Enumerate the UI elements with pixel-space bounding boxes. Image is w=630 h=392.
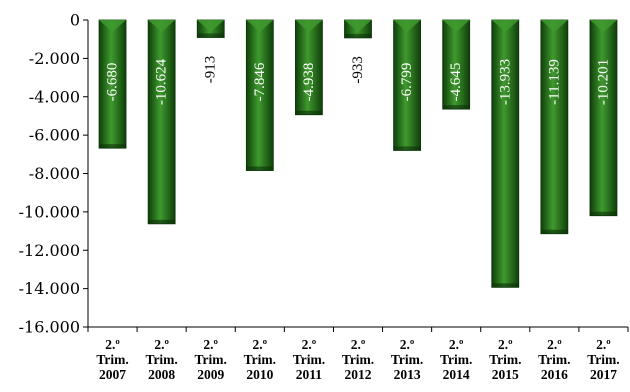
x-tick-label: Trim.	[391, 352, 423, 367]
x-tick-label: 2.º	[449, 337, 464, 352]
y-tick-label: 0	[70, 11, 80, 30]
data-label: -4.645	[448, 63, 464, 102]
x-tick-label: 2017	[590, 367, 617, 382]
x-tick-label: 2008	[148, 367, 175, 382]
data-label: -7.846	[252, 62, 268, 101]
x-tick-label: Trim.	[96, 352, 128, 367]
x-tick-label: Trim.	[587, 352, 619, 367]
data-label: -10.624	[154, 58, 170, 105]
x-tick-label: 2.º	[105, 337, 120, 352]
bar	[245, 19, 274, 171]
x-tick-label: 2.º	[253, 337, 268, 352]
data-label: -10.201	[595, 59, 611, 105]
x-tick-label: Trim.	[244, 352, 276, 367]
data-label: -13.933	[497, 59, 513, 105]
y-tick-label: -10.000	[19, 202, 80, 221]
y-tick-label: -6.000	[29, 126, 80, 145]
x-tick-label: 2016	[541, 367, 568, 382]
data-label: -933	[350, 56, 366, 84]
bar	[196, 19, 225, 38]
x-tick-label: Trim.	[195, 352, 227, 367]
data-labels: -6.680 -10.624 -913 -7.846 -4.938 -933 -6.799 -…	[105, 56, 612, 105]
x-tick-label: 2.º	[203, 337, 218, 352]
x-tick-label: 2.º	[154, 337, 169, 352]
bar	[147, 19, 176, 225]
bar	[344, 19, 372, 39]
x-tick-label: 2.º	[547, 337, 562, 352]
x-tick-label: Trim.	[538, 352, 570, 367]
x-tick-labels: 2.ºTrim.20072.ºTrim.20082.ºTrim.20092.ºT…	[96, 337, 619, 382]
y-tick-label: -14.000	[19, 279, 80, 298]
bar	[491, 19, 520, 288]
x-tick-label: 2.º	[498, 337, 513, 352]
x-tick-label: 2007	[99, 367, 126, 382]
x-tick-label: 2.º	[400, 337, 415, 352]
x-tick-label: 2012	[345, 367, 372, 382]
bar	[295, 19, 323, 116]
x-tick-label: 2.º	[351, 337, 366, 352]
data-label: -6.799	[399, 63, 415, 102]
y-tick-label: -2.000	[29, 49, 80, 68]
x-tick-label: 2.º	[596, 337, 611, 352]
y-tick-labels: 0 -2.000 -4.000 -6.000 -8.000 -10.000 -12.000 -…	[19, 11, 88, 337]
x-tick-label: 2011	[296, 367, 323, 382]
x-tick-label: Trim.	[342, 352, 374, 367]
x-tick-label: 2014	[443, 367, 470, 382]
data-label: -913	[203, 56, 219, 84]
bar	[393, 19, 421, 151]
y-tick-label: -8.000	[29, 164, 80, 183]
x-tick-label: Trim.	[145, 352, 177, 367]
y-tick-label: -16.000	[19, 318, 80, 337]
x-tick-label: 2010	[246, 367, 273, 382]
x-tick-label: 2.º	[302, 337, 317, 352]
x-tick-label: 2013	[394, 367, 421, 382]
x-tick-label: 2015	[492, 367, 519, 382]
x-tick-label: Trim.	[489, 352, 521, 367]
bar	[442, 19, 471, 110]
x-tick-label: 2009	[197, 367, 224, 382]
y-tick-label: -12.000	[19, 241, 80, 260]
data-label: -6.680	[105, 63, 121, 102]
bar	[98, 19, 127, 149]
data-label: -4.938	[301, 63, 317, 102]
bars	[98, 19, 618, 288]
data-label: -11.139	[546, 59, 562, 105]
x-tick-label: Trim.	[293, 352, 325, 367]
x-tick-label: Trim.	[440, 352, 472, 367]
bar	[540, 19, 569, 235]
y-tick-label: -4.000	[29, 87, 80, 106]
bar	[589, 19, 618, 217]
